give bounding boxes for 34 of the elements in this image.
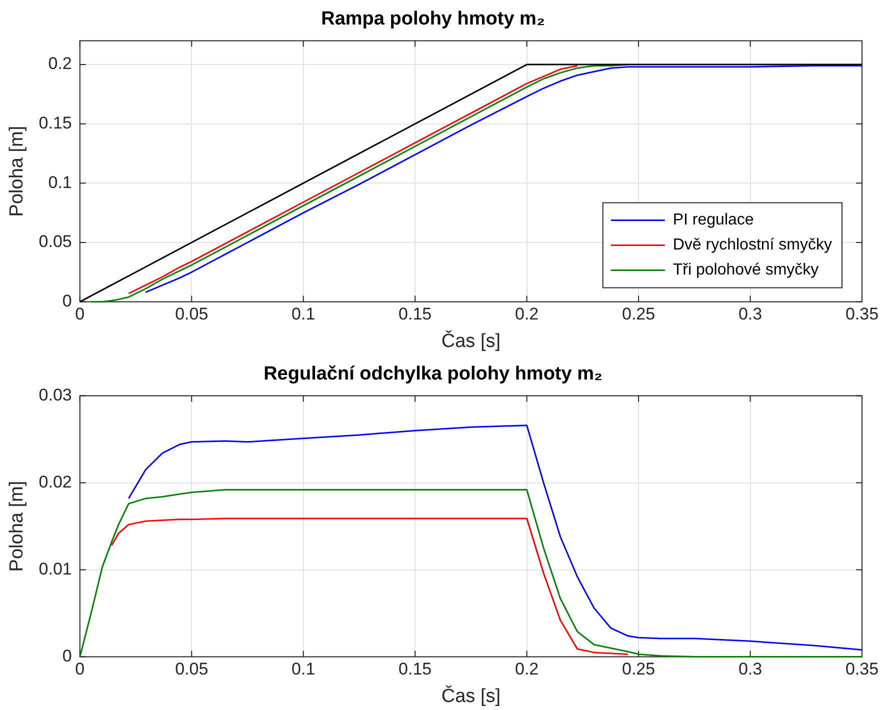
chart-title: Rampa polohy hmoty m₂ [321,8,545,30]
y-tick-label: 0.1 [48,172,72,192]
y-tick-label: 0.01 [38,559,72,578]
y-tick-label: 0.03 [38,385,72,404]
x-tick-label: 0.2 [514,304,539,324]
x-tick-label: 0.3 [738,304,762,324]
x-tick-label: 0.35 [845,660,879,679]
x-tick-label: 0.05 [175,660,208,679]
x-tick-label: 0.35 [845,304,879,324]
x-tick-label: 0.1 [292,304,316,324]
x-tick-label: 0 [75,304,85,324]
x-tick-label: 0.15 [398,304,432,324]
y-tick-label: 0 [62,646,72,666]
legend-label: Tři polohové smyčky [672,262,819,279]
x-tick-label: 0.25 [622,660,656,679]
x-tick-label: 0 [75,660,85,679]
x-axis-title: Čas [s] [441,684,501,707]
y-axis-title: Poloha [m] [6,126,28,217]
x-tick-label: 0.25 [622,304,656,324]
y-tick-label: 0.02 [38,472,72,492]
x-tick-label: 0.15 [398,660,432,679]
x-axis-title: Čas [s] [441,330,501,352]
chart-title: Regulační odchylka polohy hmoty m₂ [264,364,602,385]
legend-label: PI regulace [672,212,754,229]
x-tick-label: 0.05 [175,304,208,324]
y-tick-label: 0.05 [38,232,72,252]
legend-label: Dvě rychlostní smyčky [672,236,832,254]
y-axis-title: Poloha [m] [6,480,28,572]
x-tick-label: 0.2 [514,660,539,679]
x-tick-label: 0.3 [738,660,762,679]
y-tick-label: 0.15 [38,114,72,133]
x-tick-label: 0.1 [292,660,316,679]
y-tick-label: 0.2 [48,54,72,74]
y-tick-label: 0 [62,291,72,310]
